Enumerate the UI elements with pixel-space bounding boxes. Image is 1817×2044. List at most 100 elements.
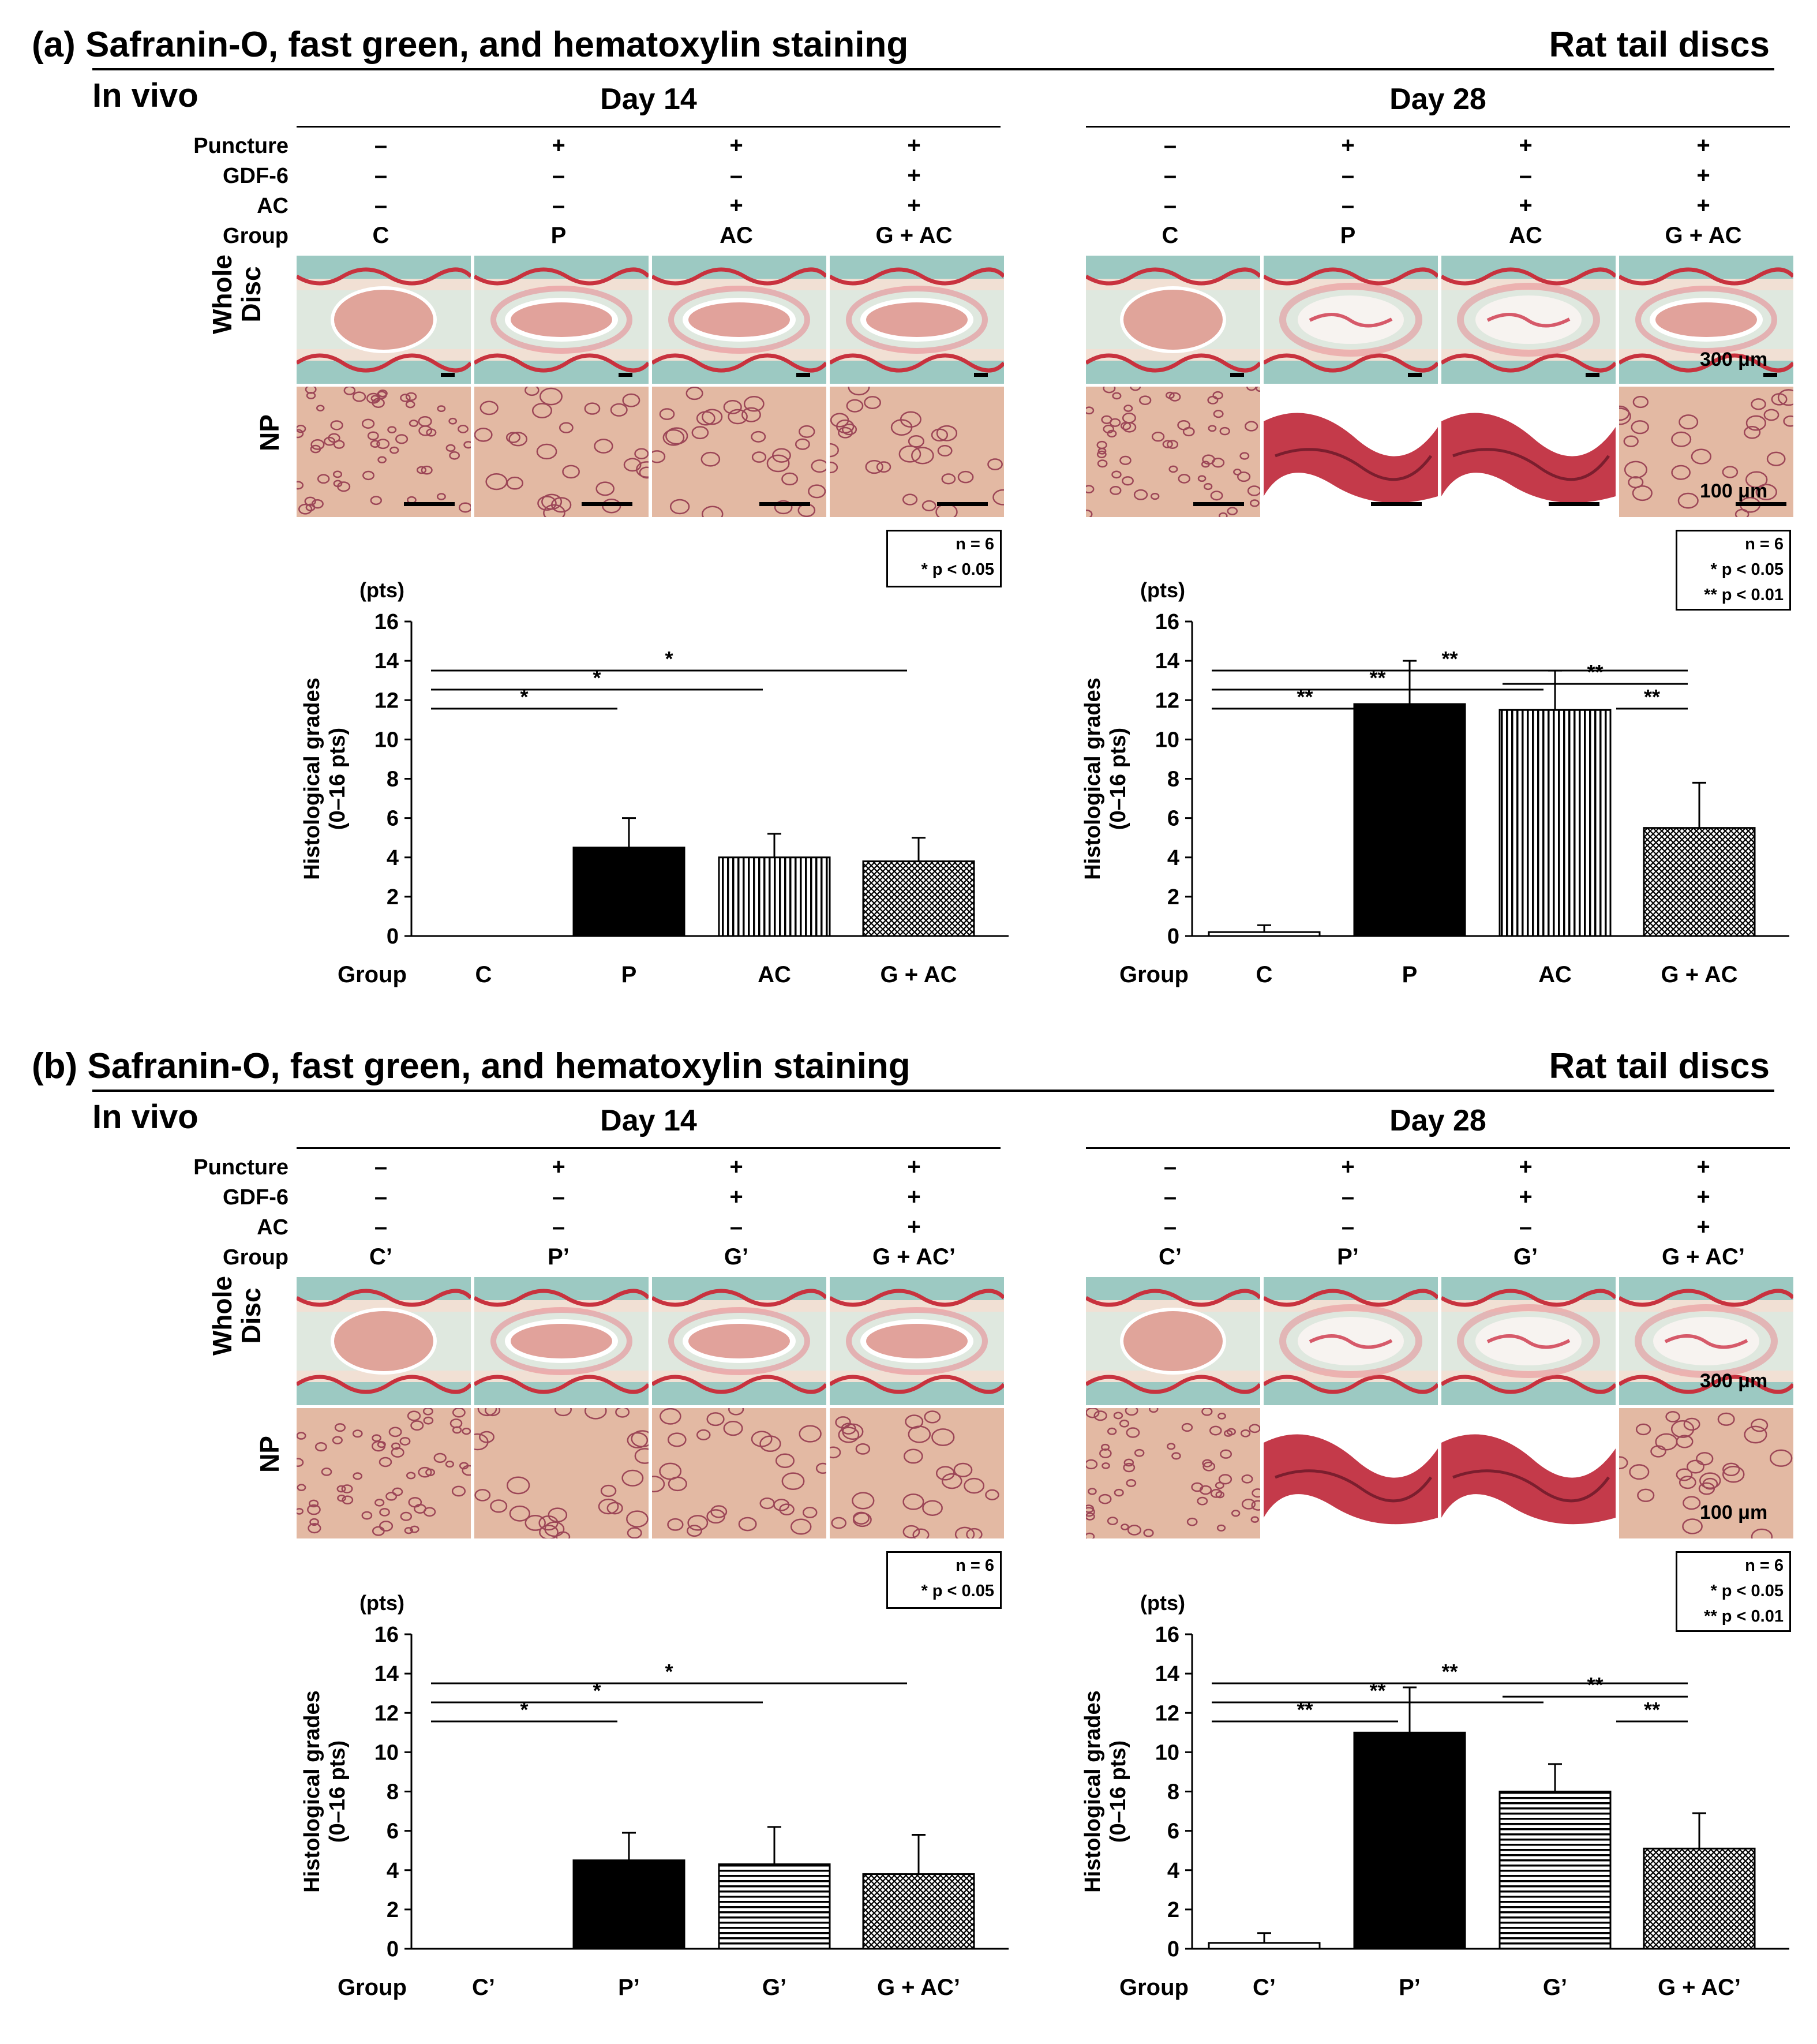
- panel-b-d28-legend-n: n = 6: [1745, 1556, 1784, 1575]
- panel-a-d14-puncture-4: +: [907, 133, 921, 158]
- panel-b-d28-legend: n = 6 * p < 0.05 ** p < 0.01: [1676, 1551, 1791, 1632]
- panel-a-d28-ac-1: –: [1163, 193, 1177, 218]
- y-tick-label: 12: [1155, 1701, 1179, 1725]
- panel-a-d28-whole-disc-c: [1086, 256, 1260, 384]
- panel-a-d14-whole-disc-ac: [652, 256, 826, 384]
- panel-a-d14-legend-n: n = 6: [956, 535, 994, 553]
- x-category-label-2: P: [1402, 962, 1418, 987]
- significance-label-2: *: [593, 666, 601, 690]
- y-axis-label: Histological grades(0–16 pts): [1081, 677, 1130, 880]
- significance-label-3: **: [1369, 666, 1385, 690]
- bar-3: [1498, 1791, 1612, 1950]
- scale-bar: [404, 502, 455, 506]
- bar-3: [1498, 709, 1612, 937]
- bar-2: [1353, 1731, 1466, 1950]
- bar-1: [1208, 1942, 1321, 1950]
- y-tick-label: 12: [374, 688, 399, 713]
- panel-b-d14-ac-1: –: [374, 1214, 388, 1240]
- panel-a-row-label-ac: AC: [257, 194, 289, 218]
- significance-label-2: **: [1644, 1698, 1660, 1721]
- y-tick-label: 10: [374, 1740, 399, 1765]
- scale-bar: [1586, 373, 1599, 377]
- panel-b-d14-legend-p05: * p < 0.05: [921, 1582, 994, 1600]
- significance-label-5: **: [1441, 1660, 1458, 1683]
- panel-a-d14-gdf6-4: +: [907, 163, 921, 188]
- x-category-label-3: AC: [758, 962, 791, 987]
- y-tick-label: 4: [387, 1859, 399, 1883]
- panel-b-d14-puncture-2: +: [552, 1154, 565, 1180]
- panel-a-d14-whole-disc-p: [474, 256, 649, 384]
- panel-a-d28-group-4: G + AC: [1665, 223, 1742, 248]
- y-tick-label: 6: [387, 1820, 399, 1844]
- y-unit-label: (pts): [1140, 578, 1185, 602]
- y-axis-label: Histological grades(0–16 pts): [300, 1690, 350, 1893]
- panel-a-d28-group-2: P: [1340, 223, 1356, 248]
- panel-a-d28-gdf6-2: –: [1341, 163, 1355, 188]
- scale-bar: [1549, 502, 1599, 506]
- y-tick-label: 0: [1167, 924, 1179, 949]
- panel-b-d14-ac-2: –: [552, 1214, 565, 1240]
- y-tick-label: 14: [1155, 649, 1179, 673]
- panel-a-d14-whole-disc-gac: [830, 256, 1004, 384]
- scale-bar: [1230, 373, 1244, 377]
- significance-label-1: *: [520, 1698, 528, 1721]
- panel-b-d28-group-3: G’: [1513, 1244, 1538, 1270]
- scale-bar: [1763, 373, 1777, 377]
- y-tick-label: 0: [1167, 1937, 1179, 1961]
- y-tick-label: 4: [1167, 846, 1179, 870]
- panel-a-d14-puncture-2: +: [552, 133, 565, 158]
- panel-a-d28-np-ac: [1441, 387, 1616, 517]
- panel-a-scale-label-np: 100 μm: [1700, 480, 1768, 502]
- bar-4: [1643, 827, 1756, 937]
- panel-a-d28-whole-disc-gac: [1619, 256, 1793, 384]
- panel-b-d28-gdf6-2: –: [1341, 1184, 1355, 1210]
- panel-b-d28-np-g: [1441, 1408, 1616, 1538]
- scale-bar: [582, 502, 632, 506]
- panel-a-day14-header: Day 14: [600, 83, 697, 116]
- panel-b-d14-whole-disc-gac: [830, 1277, 1004, 1405]
- panel-b-d14-gdf6-4: +: [907, 1184, 921, 1210]
- x-category-label-4: G + AC’: [1658, 1975, 1741, 2000]
- panel-b-row-label-ac: AC: [257, 1215, 289, 1240]
- y-tick-label: 14: [1155, 1662, 1179, 1686]
- panel-b-d14-whole-disc-p: [474, 1277, 649, 1405]
- y-tick-label: 8: [1167, 768, 1179, 792]
- y-tick-label: 10: [1155, 1740, 1179, 1765]
- y-tick-label: 16: [1155, 1623, 1179, 1647]
- significance-label-1: **: [1297, 685, 1313, 709]
- panel-b-day28-header: Day 28: [1389, 1104, 1486, 1137]
- y-tick-label: 2: [1167, 885, 1179, 909]
- y-tick-label: 14: [374, 1662, 399, 1686]
- panel-a-d28-legend: n = 6 * p < 0.05 ** p < 0.01: [1676, 530, 1791, 611]
- y-tick-label: 2: [1167, 1898, 1179, 1922]
- bar-4: [862, 860, 975, 937]
- panel-b-row-label-puncture: Puncture: [193, 1155, 289, 1180]
- scale-bar: [1736, 502, 1786, 506]
- x-category-label-1: C’: [472, 1975, 495, 2000]
- panel-b-d28-ac-4: +: [1696, 1214, 1710, 1240]
- x-category-label-4: G + AC: [881, 962, 957, 987]
- scale-bar: [796, 373, 810, 377]
- x-axis-group-label: Group: [1119, 962, 1189, 987]
- y-tick-label: 8: [387, 1780, 399, 1805]
- panel-b-day14-rule: [297, 1147, 1001, 1149]
- panel-a-day28-rule: [1086, 126, 1790, 128]
- panel-b-scale-label-disc: 300 μm: [1700, 1370, 1768, 1392]
- panel-b-d28-whole-disc-c: [1086, 1277, 1260, 1405]
- panel-b-d14-puncture-1: –: [374, 1154, 388, 1180]
- panel-b-d28-legend-p01: ** p < 0.01: [1704, 1607, 1784, 1626]
- panel-a-d28-whole-disc-p: [1264, 256, 1438, 384]
- panel-b-d14-np-c: [297, 1408, 471, 1538]
- x-axis-group-label: Group: [338, 962, 407, 987]
- y-tick-label: 4: [387, 846, 399, 870]
- panel-b-d14-group-1: C’: [369, 1244, 392, 1270]
- bar-chart-a-day28: 0 2 4 6 8 10 12 14 16 (pts) Histological grades(0–…: [1081, 578, 1789, 987]
- panel-a-row-label-group: Group: [223, 224, 289, 248]
- panel-a-title-rule: [92, 68, 1774, 70]
- panel-a-d14-np-ac: [652, 387, 826, 517]
- scale-bar: [1193, 502, 1244, 506]
- bar-4: [862, 1873, 975, 1950]
- significance-label-4: **: [1587, 660, 1603, 684]
- panel-b-d14-group-4: G + AC’: [872, 1244, 956, 1270]
- panel-a-d28-puncture-1: –: [1163, 133, 1177, 158]
